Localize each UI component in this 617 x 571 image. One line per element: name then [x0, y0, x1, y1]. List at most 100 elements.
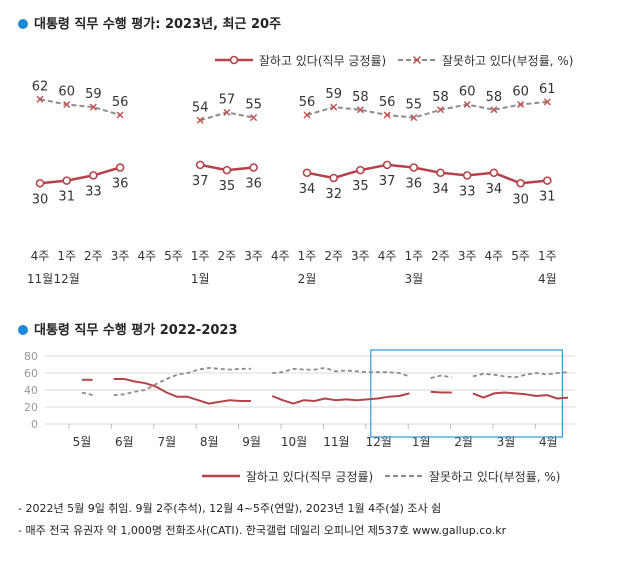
month-tick-label: 1월	[191, 272, 210, 286]
approve-point	[489, 168, 499, 178]
disapprove-point	[36, 95, 44, 103]
approve-line	[271, 392, 410, 405]
approve-line	[39, 166, 121, 185]
approve-point	[542, 176, 552, 185]
approve-data-label: 36	[112, 177, 129, 192]
legend-disapprove-swatch-icon	[398, 56, 437, 64]
week-tick-label: 4주	[31, 249, 50, 263]
disapprove-data-label: 56	[379, 95, 396, 110]
approve-data-label: 32	[325, 187, 342, 202]
approve-line	[430, 390, 452, 394]
month-tick-label: 9월	[242, 435, 261, 449]
disapprove-data-label: 55	[406, 98, 423, 113]
month-tick-label: 2월	[454, 435, 473, 449]
disapprove-line	[81, 391, 93, 396]
week-tick-label: 2주	[218, 249, 237, 263]
week-tick-label: 1주	[538, 249, 557, 263]
month-tick-label: 5월	[73, 435, 92, 449]
chart1-legend: 잘하고 있다(직무 긍정률) 잘못하고 있다(부정률, %)	[213, 52, 573, 69]
week-tick-label: 4주	[271, 249, 290, 263]
month-tick-label: 1월	[412, 435, 431, 449]
disapprove-data-label: 56	[112, 95, 129, 110]
disapprove-point	[356, 106, 364, 114]
approve-data-label: 33	[85, 184, 102, 199]
disapprove-line	[472, 371, 569, 379]
approve-data-label: 36	[245, 177, 262, 192]
disapprove-data-label: 58	[352, 90, 369, 105]
week-tick-label: 3주	[351, 249, 370, 263]
disapprove-point	[116, 111, 124, 119]
disapprove-point	[517, 101, 525, 108]
disapprove-data-label: 59	[85, 87, 102, 102]
month-tick-label: 11월	[323, 435, 349, 449]
disapprove-point	[437, 106, 444, 114]
approve-point	[382, 160, 392, 170]
legend-disapprove-label: 잘못하고 있다(부정률, %)	[441, 54, 574, 68]
approve-line	[306, 163, 548, 185]
approve-data-label: 34	[299, 182, 316, 197]
chart2-title-text: 대통령 직무 수행 평가 2022-2023	[34, 323, 238, 338]
month-tick-label: 3월	[497, 435, 516, 449]
week-tick-label: 2주	[324, 249, 343, 263]
approve-point	[195, 160, 205, 170]
legend-approve-swatch-icon	[215, 55, 253, 65]
y-tick-label: 40	[24, 384, 38, 397]
month-tick-label: 4월	[538, 272, 557, 286]
footnote-1: - 2022년 5월 9일 취임. 9월 2주(추석), 12월 4~5주(연말…	[18, 502, 442, 515]
disapprove-data-label: 62	[32, 79, 49, 94]
disapprove-data-label: 60	[512, 85, 529, 100]
disapprove-data-label: 55	[245, 98, 262, 113]
approve-data-label: 35	[219, 179, 236, 194]
disapprove-point	[330, 103, 338, 111]
disapprove-point	[490, 106, 498, 114]
chart1-plot: 30 31 33 36 37 35 36 34 32 35 37 36 34 33 34 30 31 62 60 59…	[27, 79, 557, 286]
month-tick-label: 4월	[539, 435, 558, 449]
disapprove-data-label: 58	[486, 90, 503, 105]
week-tick-label: 4주	[485, 249, 504, 263]
week-tick-label: 1주	[404, 249, 423, 263]
highlight-box	[370, 349, 563, 438]
approve-point	[462, 171, 472, 180]
disapprove-line	[39, 98, 121, 116]
month-tick-label: 10월	[281, 435, 307, 449]
chart2-title: 대통령 직무 수행 평가 2022-2023	[18, 319, 238, 338]
legend2-disapprove-swatch-icon	[385, 475, 424, 477]
approve-data-label: 33	[459, 184, 476, 199]
approve-point	[35, 178, 45, 188]
approve-point	[436, 168, 445, 178]
disapprove-data-label: 56	[299, 95, 316, 110]
disapprove-line	[430, 374, 452, 379]
approve-data-label: 36	[406, 177, 423, 192]
disapprove-data-label: 60	[58, 85, 75, 100]
disapprove-line	[272, 366, 410, 378]
approve-line	[113, 378, 251, 405]
disapprove-point	[223, 108, 231, 116]
approve-data-label: 34	[432, 182, 449, 197]
approve-data-label: 37	[192, 174, 209, 189]
approve-data-label: 34	[486, 182, 503, 197]
month-tick-label: 3월	[404, 272, 423, 286]
footnote-2: - 매주 전국 유권자 약 1,000명 전화조사(CATI). 한국갤럽 데일…	[18, 524, 507, 537]
month-tick-label: 7월	[157, 435, 176, 449]
week-tick-label: 1주	[57, 249, 76, 263]
approve-data-label: 31	[539, 190, 556, 205]
month-tick-label: 11월	[27, 272, 53, 286]
legend2-disapprove-label: 잘못하고 있다(부정률, %)	[428, 470, 561, 484]
approve-point	[222, 165, 232, 175]
approve-data-label: 30	[512, 192, 529, 207]
chart1-title-text: 대통령 직무 수행 평가: 2023년, 최근 20주	[34, 17, 282, 32]
approve-data-label: 35	[352, 179, 369, 194]
disapprove-data-label: 57	[219, 92, 236, 107]
approve-data-label: 30	[32, 192, 49, 207]
disapprove-point	[63, 101, 71, 108]
approve-data-label: 37	[379, 174, 396, 189]
approve-point	[409, 163, 419, 172]
week-tick-label: 2주	[84, 249, 103, 263]
month-tick-label: 12월	[54, 272, 80, 286]
approve-point	[516, 178, 525, 188]
week-tick-label: 5주	[164, 249, 183, 263]
chart2-legend: 잘하고 있다(직무 긍정률) 잘못하고 있다(부정률, %)	[200, 468, 560, 485]
disapprove-point	[250, 114, 258, 122]
y-tick-label: 0	[31, 418, 38, 431]
disapprove-point	[89, 103, 97, 111]
